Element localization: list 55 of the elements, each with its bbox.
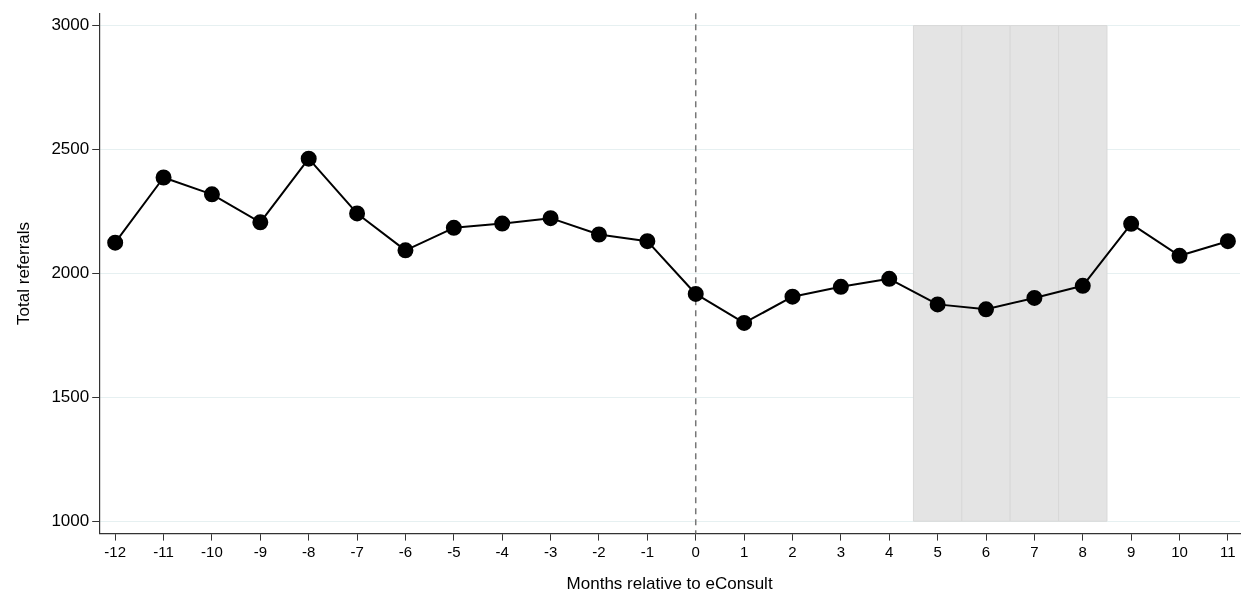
- x-tick-label: -9: [253, 542, 267, 560]
- point: [107, 234, 124, 251]
- x-tick-label: 8: [1078, 542, 1087, 560]
- point: [881, 270, 898, 287]
- x-tick-label: -5: [447, 542, 461, 560]
- point: [542, 210, 559, 227]
- point: [445, 219, 462, 236]
- point: [397, 242, 414, 259]
- point: [1171, 247, 1188, 264]
- x-tick-label: 10: [1171, 542, 1188, 560]
- point: [1026, 289, 1043, 306]
- x-tick-label: 6: [981, 542, 991, 560]
- x-tick-label: 11: [1220, 542, 1236, 560]
- x-tick-label: 7: [1030, 542, 1039, 560]
- point: [155, 169, 172, 186]
- point: [784, 288, 801, 305]
- x-tick-label: 4: [885, 542, 894, 560]
- point: [1074, 277, 1091, 294]
- point: [1219, 233, 1236, 250]
- point: [832, 278, 849, 295]
- y-tick-label: 1000: [51, 510, 90, 530]
- y-axis-title: Total referrals: [13, 221, 33, 325]
- x-tick-label: -7: [350, 542, 364, 560]
- point: [252, 214, 269, 231]
- point: [494, 215, 511, 232]
- point: [687, 285, 704, 302]
- point: [300, 150, 317, 167]
- y-tick-label: 2500: [51, 139, 90, 159]
- x-tick-label: 2: [788, 542, 797, 560]
- x-tick-label: -2: [592, 542, 606, 560]
- x-tick-label: 1: [739, 542, 749, 560]
- x-tick-label: 3: [836, 542, 846, 560]
- y-tick-label: 1500: [51, 386, 90, 406]
- x-tick-label: -8: [302, 542, 316, 560]
- point: [929, 296, 946, 313]
- point: [639, 233, 656, 250]
- x-tick-label: -6: [398, 542, 413, 560]
- point: [203, 186, 220, 203]
- x-tick-label: -1: [640, 542, 655, 560]
- point: [1123, 215, 1140, 232]
- x-tick-label: 9: [1126, 542, 1136, 560]
- x-tick-label: -12: [104, 542, 127, 560]
- x-tick-label: -11: [153, 542, 174, 560]
- y-tick-label: 3000: [51, 15, 90, 35]
- x-tick-label: -10: [201, 542, 223, 560]
- point: [736, 314, 753, 331]
- y-tick-label: 2000: [51, 263, 90, 283]
- point: [978, 301, 995, 318]
- x-tick-label: 5: [933, 542, 942, 560]
- x-tick-label: -4: [495, 542, 509, 560]
- x-tick-label: -3: [543, 542, 558, 560]
- point: [590, 226, 607, 243]
- x-tick-label: 0: [691, 542, 700, 560]
- x-axis-title: Months relative to eConsult: [566, 574, 773, 594]
- point: [349, 205, 366, 222]
